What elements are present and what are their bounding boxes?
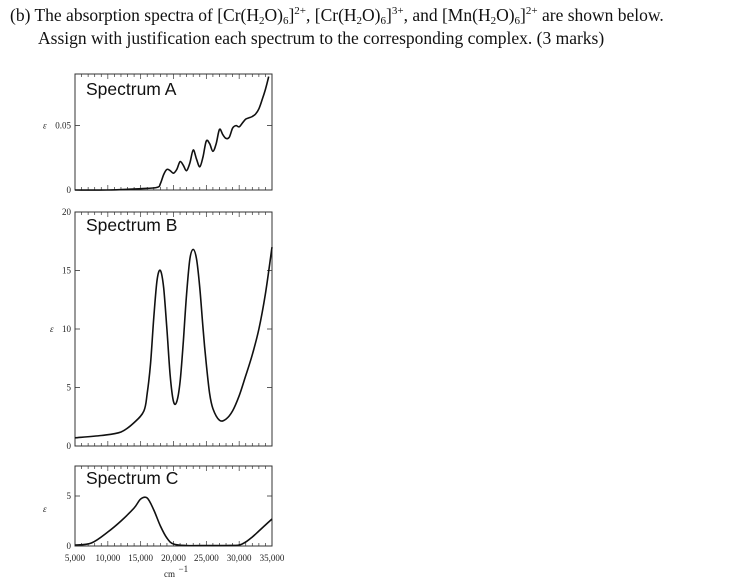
y-tick-label: 5 (67, 383, 72, 393)
x-tick-label: 5,000 (65, 553, 86, 563)
complex-3: [Mn(H2O)6]2+ (441, 5, 538, 27)
y-tick-label: 15 (62, 266, 72, 276)
y-tick-label: 0 (67, 441, 72, 451)
question-line-2: Assign with justification each spectrum … (38, 28, 605, 48)
spectrum-panel-2: 20 15 10 5 0 ε Spectrum B (50, 207, 273, 451)
y-tick-label: 0 (67, 541, 72, 551)
x-tick-label: 15,000 (128, 553, 153, 563)
y-axis-label: ε (43, 504, 47, 514)
y-tick-label: 20 (62, 207, 72, 217)
question-tail: are shown below. (541, 5, 664, 25)
spectrum-title: Spectrum B (86, 215, 177, 235)
question-text: (b) The absorption spectra of [Cr(H2O)6]… (10, 4, 745, 50)
y-axis-label: ε (50, 324, 54, 334)
x-axis-label-exponent: −1 (179, 564, 189, 574)
y-tick-label: 10 (62, 324, 72, 334)
plot-frame (74, 211, 273, 447)
question-intro: The absorption spectra of (34, 5, 213, 25)
y-tick-label: 5 (67, 491, 72, 501)
y-tick-label: 0.05 (55, 121, 71, 131)
question-line-1: (b) The absorption spectra of [Cr(H2O)6]… (10, 5, 664, 27)
spectrum-curve (74, 246, 273, 439)
y-axis-label: ε (43, 121, 47, 131)
spectrum-panel-1: 0.05 0 ε Spectrum A (43, 73, 273, 195)
complex-1: [Cr(H2O)6]2+ (217, 5, 306, 27)
complex-2: [Cr(H2O)6]3+ (314, 5, 404, 27)
x-axis-label: cm (164, 569, 175, 579)
x-tick-label: 30,000 (227, 553, 252, 563)
x-tick-label: 35,000 (260, 553, 285, 563)
spectrum-title: Spectrum C (86, 468, 178, 488)
spectrum-curve (74, 496, 273, 547)
x-tick-label: 25,000 (194, 553, 219, 563)
spectrum-curve (74, 76, 270, 191)
spectrum-panel-3: 5 0 ε Spectrum C 5,000 10,000 15,000 20,000 25,0… (43, 465, 285, 579)
y-tick-label: 0 (67, 185, 72, 195)
spectrum-title: Spectrum A (86, 79, 177, 99)
x-tick-label: 10,000 (95, 553, 120, 563)
x-tick-label: 20,000 (161, 553, 186, 563)
question-label: (b) (10, 5, 31, 25)
